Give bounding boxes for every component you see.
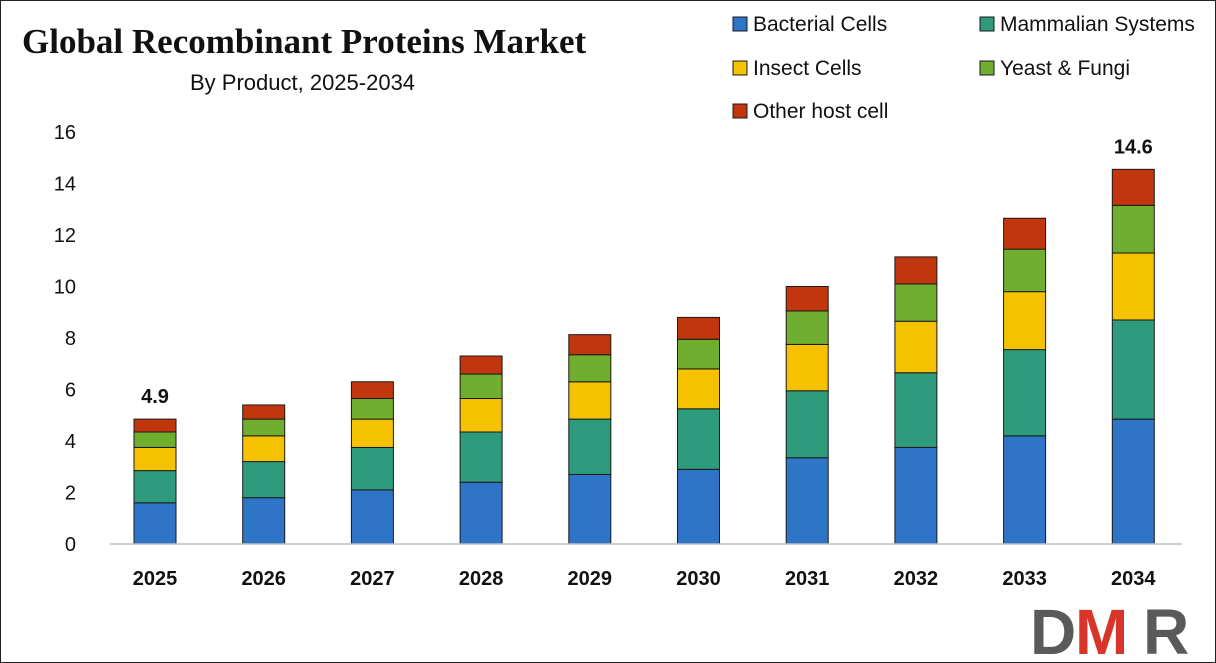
bar-segment-insect-cells-2030 [677, 368, 720, 410]
bar-segment-mammalian-systems-2030 [677, 408, 720, 470]
x-axis: 2025 2026 2027 2028 2029 2030 2031 2032 2033 2034 [133, 568, 1157, 590]
y-tick-label: 8 [65, 328, 76, 350]
data-labels: 4.9 14.6 [141, 136, 1153, 408]
x-tick-label-2026: 2026 [241, 568, 286, 590]
bar-segment-mammalian-systems-2026 [242, 461, 286, 499]
x-tick-label-2033: 2033 [1002, 568, 1047, 590]
chart-subtitle: By Product, 2025-2034 [190, 70, 416, 95]
bar-segment-mammalian-systems-2027 [350, 446, 394, 491]
bar-segment-bacterial-cells-2034 [1111, 418, 1155, 545]
bar-segment-other-host-cell-2029 [568, 334, 612, 356]
legend-swatch-yeast-fungi [979, 60, 995, 76]
bar-segment-mammalian-systems-2025 [133, 470, 177, 504]
bar-segment-yeast-fungi-2029 [568, 354, 612, 383]
bar-segment-other-host-cell-2028 [459, 355, 503, 375]
logo-letter-d: D [1030, 596, 1074, 663]
bar-segment-yeast-fungi-2033 [1003, 248, 1047, 293]
x-tick-label-2031: 2031 [785, 568, 830, 590]
bar-segment-bacterial-cells-2025 [133, 502, 177, 545]
bar-segment-other-host-cell-2034 [1111, 168, 1155, 206]
bar-segment-other-host-cell-2032 [894, 256, 938, 285]
bar-series-group [133, 168, 1155, 545]
bar-segment-insect-cells-2031 [785, 343, 829, 392]
logo-letter-r: R [1143, 596, 1188, 663]
x-tick-label-2030: 2030 [676, 568, 721, 590]
data-label-2034: 14.6 [1114, 136, 1153, 158]
x-tick-label-2029: 2029 [568, 568, 613, 590]
y-tick-label: 10 [54, 277, 76, 299]
bar-segment-other-host-cell-2025 [133, 418, 177, 433]
chart-title: Global Recombinant Proteins Market [22, 22, 587, 61]
legend-label-insect-cells: Insect Cells [753, 57, 862, 80]
bar-segment-bacterial-cells-2026 [242, 497, 286, 545]
bar-segment-bacterial-cells-2030 [677, 468, 720, 545]
bar-segment-insect-cells-2033 [1003, 291, 1047, 351]
bar-segment-mammalian-systems-2032 [894, 372, 938, 448]
bar-segment-mammalian-systems-2031 [785, 390, 829, 459]
bar-segment-yeast-fungi-2028 [459, 373, 503, 400]
y-tick-label: 16 [54, 122, 76, 144]
legend-label-other-host-cell: Other host cell [753, 100, 888, 123]
bar-segment-yeast-fungi-2032 [894, 283, 938, 322]
y-tick-label: 6 [65, 380, 76, 402]
bar-segment-insect-cells-2026 [242, 435, 286, 463]
bar-segment-other-host-cell-2031 [785, 286, 829, 312]
bar-segment-insect-cells-2027 [350, 418, 394, 448]
bar-segment-yeast-fungi-2034 [1111, 204, 1155, 254]
bar-segment-yeast-fungi-2027 [350, 398, 394, 420]
bar-segment-other-host-cell-2027 [350, 381, 394, 400]
legend-swatch-insect-cells [732, 60, 748, 76]
dmr-logo: D M R [1030, 596, 1190, 663]
bar-segment-insect-cells-2029 [568, 381, 612, 420]
bar-segment-bacterial-cells-2029 [568, 473, 612, 545]
bar-segment-other-host-cell-2030 [677, 316, 720, 340]
bar-segment-bacterial-cells-2031 [785, 457, 829, 545]
x-tick-label-2032: 2032 [894, 568, 939, 590]
y-axis: 0 2 4 6 8 10 12 14 16 [54, 122, 76, 556]
y-tick-label: 2 [65, 483, 76, 505]
bar-segment-mammalian-systems-2028 [459, 431, 503, 483]
bar-segment-insect-cells-2034 [1111, 252, 1155, 321]
y-tick-label: 14 [54, 174, 76, 196]
bar-segment-mammalian-systems-2034 [1111, 319, 1155, 420]
x-tick-label-2034: 2034 [1111, 568, 1156, 590]
legend-label-yeast-fungi: Yeast & Fungi [1000, 57, 1130, 80]
bar-segment-insect-cells-2032 [894, 320, 938, 374]
bar-segment-bacterial-cells-2032 [894, 446, 938, 545]
y-tick-label: 0 [65, 534, 76, 556]
bar-segment-yeast-fungi-2025 [133, 431, 177, 448]
legend-swatch-bacterial-cells [732, 16, 748, 32]
bar-segment-bacterial-cells-2027 [350, 489, 394, 545]
bar-segment-yeast-fungi-2030 [677, 338, 720, 370]
bar-segment-bacterial-cells-2033 [1003, 435, 1047, 545]
y-tick-label: 12 [54, 225, 76, 247]
bar-segment-yeast-fungi-2031 [785, 310, 829, 345]
data-label-2025: 4.9 [141, 386, 169, 408]
bar-segment-mammalian-systems-2033 [1003, 349, 1047, 437]
bar-segment-yeast-fungi-2026 [242, 418, 286, 437]
y-tick-label: 4 [65, 431, 76, 453]
bar-segment-insect-cells-2028 [459, 398, 503, 433]
x-tick-label-2025: 2025 [133, 568, 178, 590]
x-tick-label-2028: 2028 [459, 568, 504, 590]
x-tick-label-2027: 2027 [350, 568, 395, 590]
bar-segment-other-host-cell-2026 [242, 404, 286, 420]
logo-letter-m: M [1075, 596, 1126, 663]
bar-segment-other-host-cell-2033 [1003, 217, 1047, 250]
bar-segment-bacterial-cells-2028 [459, 481, 503, 545]
legend-swatch-mammalian-systems [979, 16, 995, 32]
bar-segment-mammalian-systems-2029 [568, 418, 612, 475]
legend: Bacterial Cells Mammalian Systems Insect C… [732, 13, 1195, 123]
legend-label-mammalian-systems: Mammalian Systems [1000, 13, 1195, 36]
bar-segment-insect-cells-2025 [133, 446, 177, 472]
legend-label-bacterial-cells: Bacterial Cells [753, 13, 887, 36]
legend-swatch-other-host-cell [732, 103, 748, 119]
